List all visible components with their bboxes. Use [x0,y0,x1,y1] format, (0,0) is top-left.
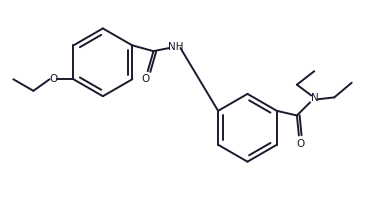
Text: NH: NH [168,42,183,52]
Text: O: O [142,74,150,84]
Text: O: O [296,139,305,149]
Text: O: O [49,74,58,84]
Text: N: N [311,93,319,103]
